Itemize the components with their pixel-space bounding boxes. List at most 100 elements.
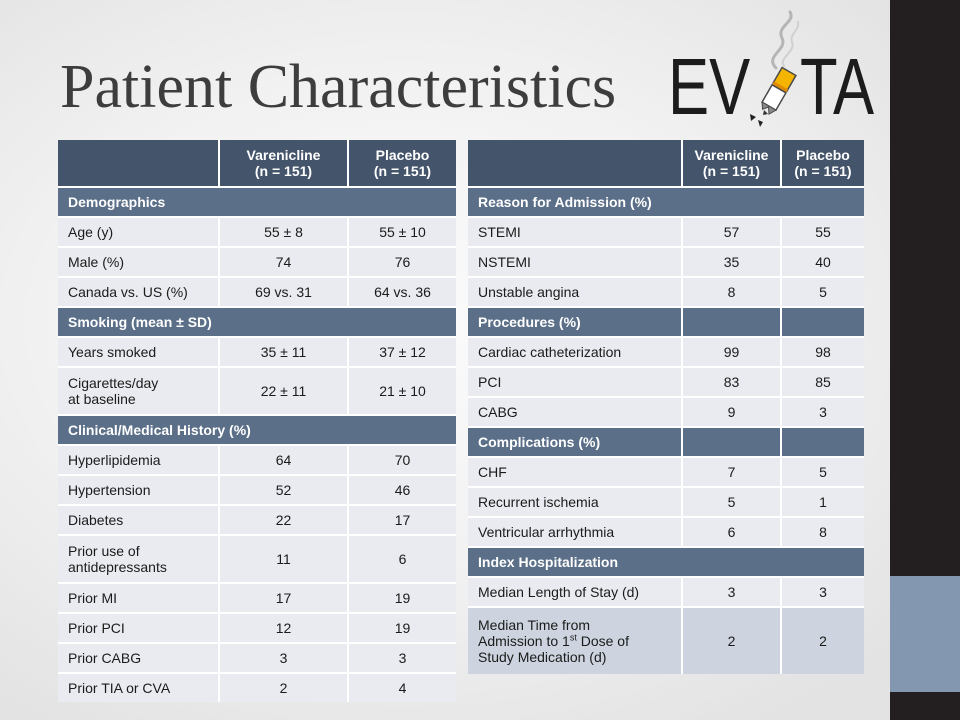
row-label: Prior MI xyxy=(58,584,218,612)
placebo-value: 55 xyxy=(782,218,864,246)
varenicline-value: 22 ± 11 xyxy=(220,368,347,414)
table-row: CHF 7 5 xyxy=(468,458,864,486)
table-row: Canada vs. US (%) 69 vs. 31 64 vs. 36 xyxy=(58,278,456,306)
section-header: Complications (%) xyxy=(468,428,681,456)
row-label-text: Dose of Study Medication (d) xyxy=(478,633,629,665)
row-label: Median Length of Stay (d) xyxy=(468,578,681,606)
placebo-value: 4 xyxy=(349,674,456,702)
header-varenicline: Varenicline (n = 151) xyxy=(220,140,347,186)
varenicline-value: 52 xyxy=(220,476,347,504)
varenicline-value: 3 xyxy=(683,578,780,606)
row-label: Hypertension xyxy=(58,476,218,504)
row-label: Canada vs. US (%) xyxy=(58,278,218,306)
table-row: Diabetes 22 17 xyxy=(58,506,456,534)
table-row: PCI 83 85 xyxy=(468,368,864,396)
table-row: Ventricular arrhythmia 6 8 xyxy=(468,518,864,546)
row-label: PCI xyxy=(468,368,681,396)
logo-text-left: EV xyxy=(668,42,751,131)
varenicline-value: 55 ± 8 xyxy=(220,218,347,246)
placebo-value: 64 vs. 36 xyxy=(349,278,456,306)
varenicline-value: 8 xyxy=(683,278,780,306)
table-row: Prior MI 17 19 xyxy=(58,584,456,612)
row-label: Median Time from Admission to 1st Dose o… xyxy=(468,608,681,674)
row-label: Cardiac catheterization xyxy=(468,338,681,366)
row-label: STEMI xyxy=(468,218,681,246)
section-row: Index Hospitalization xyxy=(468,548,864,576)
smoke-curl xyxy=(771,10,793,70)
row-label: Prior use of antidepressants xyxy=(58,536,218,582)
placebo-value: 37 ± 12 xyxy=(349,338,456,366)
section-header: Demographics xyxy=(58,188,456,216)
placebo-value: 98 xyxy=(782,338,864,366)
varenicline-value: 11 xyxy=(220,536,347,582)
section-row: Clinical/Medical History (%) xyxy=(58,416,456,444)
varenicline-value: 69 vs. 31 xyxy=(220,278,347,306)
characteristics-table-left: Varenicline (n = 151) Placebo (n = 151) De… xyxy=(58,140,456,702)
ash-fragment xyxy=(763,110,768,115)
row-label-superscript: st xyxy=(569,632,577,643)
side-accent-block xyxy=(890,576,960,692)
placebo-value: 1 xyxy=(782,488,864,516)
varenicline-value: 35 ± 11 xyxy=(220,338,347,366)
slide-title: Patient Characteristics xyxy=(60,53,617,121)
header-empty-cell xyxy=(58,140,218,186)
placebo-value: 3 xyxy=(782,578,864,606)
header-placebo: Placebo (n = 151) xyxy=(349,140,456,186)
placebo-value: 19 xyxy=(349,584,456,612)
varenicline-value: 57 xyxy=(683,218,780,246)
section-empty-cell xyxy=(683,308,780,336)
table-row: Median Time from Admission to 1st Dose o… xyxy=(468,608,864,674)
varenicline-value: 64 xyxy=(220,446,347,474)
varenicline-value: 7 xyxy=(683,458,780,486)
row-label: Male (%) xyxy=(58,248,218,276)
placebo-value: 3 xyxy=(349,644,456,672)
row-label: Cigarettes/day at baseline xyxy=(58,368,218,414)
placebo-value: 85 xyxy=(782,368,864,396)
table-row: Recurrent ischemia 5 1 xyxy=(468,488,864,516)
row-label: Unstable angina xyxy=(468,278,681,306)
placebo-value: 2 xyxy=(782,608,864,674)
section-row: Procedures (%) xyxy=(468,308,864,336)
section-row: Complications (%) xyxy=(468,428,864,456)
header-placebo: Placebo (n = 151) xyxy=(782,140,864,186)
section-header: Smoking (mean ± SD) xyxy=(58,308,456,336)
placebo-value: 6 xyxy=(349,536,456,582)
table-row: Male (%) 74 76 xyxy=(58,248,456,276)
header-varenicline: Varenicline (n = 151) xyxy=(683,140,780,186)
placebo-value: 8 xyxy=(782,518,864,546)
table-row: Cardiac catheterization 99 98 xyxy=(468,338,864,366)
section-header: Clinical/Medical History (%) xyxy=(58,416,456,444)
varenicline-value: 35 xyxy=(683,248,780,276)
table-row: NSTEMI 35 40 xyxy=(468,248,864,276)
row-label: Prior TIA or CVA xyxy=(58,674,218,702)
placebo-value: 76 xyxy=(349,248,456,276)
table-row: Prior PCI 12 19 xyxy=(58,614,456,642)
table-row: Median Length of Stay (d) 3 3 xyxy=(468,578,864,606)
section-empty-cell xyxy=(683,428,780,456)
table-row: Age (y) 55 ± 8 55 ± 10 xyxy=(58,218,456,246)
placebo-value: 3 xyxy=(782,398,864,426)
varenicline-value: 74 xyxy=(220,248,347,276)
section-header: Index Hospitalization xyxy=(468,548,864,576)
varenicline-value: 3 xyxy=(220,644,347,672)
section-header: Procedures (%) xyxy=(468,308,681,336)
section-header: Reason for Admission (%) xyxy=(468,188,864,216)
varenicline-value: 83 xyxy=(683,368,780,396)
table-row: STEMI 57 55 xyxy=(468,218,864,246)
varenicline-value: 2 xyxy=(220,674,347,702)
logo-text-right: TA xyxy=(800,42,875,131)
placebo-value: 19 xyxy=(349,614,456,642)
placebo-value: 40 xyxy=(782,248,864,276)
cigarette-icon xyxy=(750,10,800,127)
row-label: Years smoked xyxy=(58,338,218,366)
table-row: CABG 9 3 xyxy=(468,398,864,426)
section-empty-cell xyxy=(782,308,864,336)
ash-fragment xyxy=(750,114,756,121)
placebo-value: 70 xyxy=(349,446,456,474)
row-label: CABG xyxy=(468,398,681,426)
placebo-value: 46 xyxy=(349,476,456,504)
table-row: Prior CABG 3 3 xyxy=(58,644,456,672)
row-label: NSTEMI xyxy=(468,248,681,276)
varenicline-value: 17 xyxy=(220,584,347,612)
row-label: Prior PCI xyxy=(58,614,218,642)
